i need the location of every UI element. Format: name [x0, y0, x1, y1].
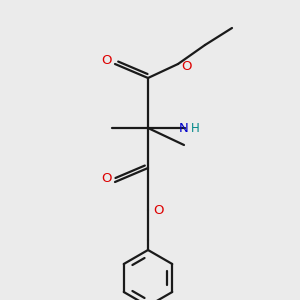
Text: H: H — [190, 122, 200, 136]
Text: O: O — [102, 172, 112, 184]
Text: O: O — [181, 59, 191, 73]
Text: O: O — [153, 203, 163, 217]
Text: O: O — [102, 53, 112, 67]
Text: N: N — [179, 122, 189, 134]
